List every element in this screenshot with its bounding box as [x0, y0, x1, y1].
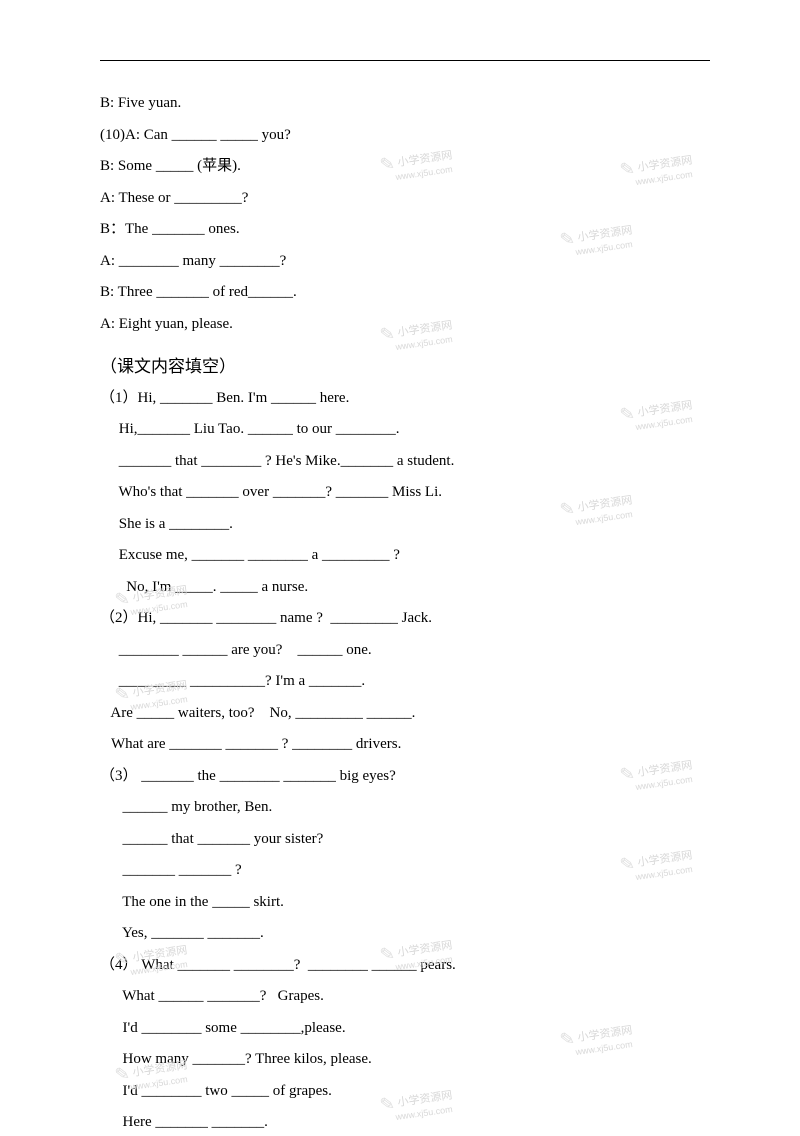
- exercise-line: ______ that _______ your sister?: [100, 827, 710, 853]
- exercise-line: Yes, _______ _______.: [100, 921, 710, 947]
- exercise-line: I'd ________ some ________,please.: [100, 1016, 710, 1042]
- dialogue-line: B: Three _______ of red______.: [100, 280, 710, 306]
- dialogue-line: A: ________ many ________?: [100, 249, 710, 275]
- exercise-line: ______ my brother, Ben.: [100, 795, 710, 821]
- exercise-line: Who's that _______ over _______? _______…: [100, 480, 710, 506]
- exercise-line: Here _______ _______.: [100, 1110, 710, 1136]
- exercise-line: _______ _______ ?: [100, 858, 710, 884]
- dialogue-line: A: These or _________?: [100, 186, 710, 212]
- exercise-line: Hi,_______ Liu Tao. ______ to our ______…: [100, 417, 710, 443]
- dialogue-line: B: Some _____ (苹果).: [100, 154, 710, 180]
- exercise-line: （1）Hi, _______ Ben. I'm ______ here.: [100, 386, 710, 412]
- exercise-line: （3） _______ the ________ _______ big eye…: [100, 764, 710, 790]
- exercise-line: I'd ________ two _____ of grapes.: [100, 1079, 710, 1105]
- exercise-line: How many _______? Three kilos, please.: [100, 1047, 710, 1073]
- exercise-line: Excuse me, _______ ________ a _________ …: [100, 543, 710, 569]
- top-horizontal-rule: [100, 60, 710, 61]
- dialogue-line: (10)A: Can ______ _____ you?: [100, 123, 710, 149]
- exercise-line: The one in the _____ skirt.: [100, 890, 710, 916]
- dialogue-line: B: Five yuan.: [100, 91, 710, 117]
- exercise-line: _______ that ________ ? He's Mike.______…: [100, 449, 710, 475]
- dialogue-line: B：The _______ ones.: [100, 217, 710, 243]
- exercise-line: Are _____ waiters, too? No, _________ __…: [100, 701, 710, 727]
- exercise-line: _________ __________? I'm a _______.: [100, 669, 710, 695]
- exercise-line: No, I'm _____. _____ a nurse.: [100, 575, 710, 601]
- exercise-line: She is a ________.: [100, 512, 710, 538]
- section-title: （课文内容填空）: [100, 353, 710, 382]
- exercise-line: What ______ _______? Grapes.: [100, 984, 710, 1010]
- exercise-line: ________ ______ are you? ______ one.: [100, 638, 710, 664]
- dialogue-line: A: Eight yuan, please.: [100, 312, 710, 338]
- exercise-line: What are _______ _______ ? ________ driv…: [100, 732, 710, 758]
- exercise-line: （2）Hi, _______ ________ name ? _________…: [100, 606, 710, 632]
- exercise-line: （4） What _______ ________? ________ ____…: [100, 953, 710, 979]
